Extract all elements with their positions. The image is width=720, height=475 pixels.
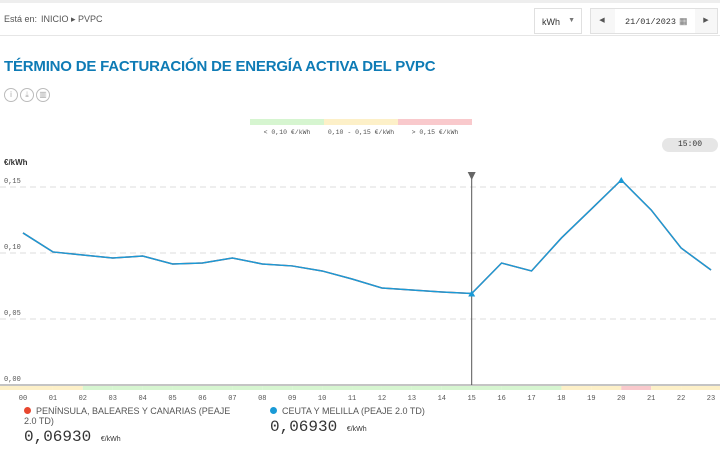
x-tick-label: 09 <box>288 395 296 400</box>
series-dot <box>24 407 31 414</box>
hour-band <box>52 386 83 390</box>
y-tick-label: 0,10 <box>4 244 21 252</box>
date-input[interactable]: 21/01/2023 <box>615 9 695 33</box>
x-tick-label: 03 <box>109 395 117 400</box>
hour-band <box>531 386 562 390</box>
x-tick-label: 05 <box>168 395 176 400</box>
info-icon[interactable]: i <box>4 88 18 102</box>
series-unit: €/kWh <box>100 436 121 443</box>
series-summary-peninsula: PENÍNSULA, BALEARES Y CANARIAS (PEAJE 2.… <box>24 406 244 446</box>
selected-time-badge: 15:00 <box>662 138 718 152</box>
hour-band <box>82 386 113 390</box>
hour-band <box>561 386 592 390</box>
chart-icon[interactable]: ▥ <box>36 88 50 102</box>
x-tick-label: 04 <box>138 395 146 400</box>
chevron-down-icon: ▼ <box>568 17 575 24</box>
top-bar: Está en: INICIO ▸ PVPC kWh ▼ ◀ 21/01/2023 … <box>0 0 720 36</box>
x-tick-label: 07 <box>228 395 236 400</box>
hour-band <box>441 386 472 390</box>
x-tick-label: 15 <box>467 395 475 400</box>
x-tick-label: 11 <box>348 395 356 400</box>
hour-band <box>621 386 652 390</box>
unit-value: kWh <box>542 17 560 27</box>
calendar-icon[interactable]: ▦ <box>679 16 688 26</box>
page-title: TÉRMINO DE FACTURACIÓN DE ENERGÍA ACTIVA… <box>4 58 436 75</box>
hour-band <box>142 386 173 390</box>
hour-band <box>112 386 143 390</box>
hour-band <box>232 386 263 390</box>
series-value: 0,06930 <box>24 428 92 446</box>
series-line-0 <box>22 178 712 295</box>
series-line-1 <box>22 178 712 295</box>
max-point <box>617 177 625 184</box>
prev-day-icon[interactable]: ◀ <box>599 17 605 24</box>
hour-band <box>292 386 323 390</box>
selected-point <box>468 290 476 297</box>
x-tick-label: 20 <box>617 395 625 400</box>
hour-band <box>501 386 532 390</box>
x-tick-label: 21 <box>647 395 655 400</box>
y-tick-label: 0,05 <box>4 310 21 318</box>
hour-band <box>711 386 720 390</box>
x-tick-label: 12 <box>378 395 386 400</box>
hour-band <box>322 386 353 390</box>
x-tick-label: 01 <box>49 395 57 400</box>
x-tick-label: 18 <box>557 395 565 400</box>
hour-band <box>202 386 233 390</box>
series-summary-ceuta: CEUTA Y MELILLA (PEAJE 2.0 TD) 0,06930 €… <box>270 406 490 436</box>
series-value: 0,06930 <box>270 418 338 436</box>
breadcrumb-prefix: Está en: <box>4 14 38 24</box>
x-tick-label: 06 <box>198 395 206 400</box>
hour-band <box>262 386 293 390</box>
y-axis-label: €/kWh <box>4 158 28 167</box>
x-tick-label: 14 <box>438 395 446 400</box>
y-tick-label: 0,15 <box>4 178 21 186</box>
hour-band <box>651 386 682 390</box>
x-tick-label: 00 <box>19 395 27 400</box>
hour-band <box>411 386 442 390</box>
price-chart[interactable]: €/kWh 0,00 0,05 0,10 0,15 00 01 02 03 04 05 06 07 08 0… <box>0 150 720 400</box>
breadcrumb: Está en: INICIO ▸ PVPC <box>4 14 107 25</box>
hour-band <box>0 386 53 390</box>
breadcrumb-path[interactable]: INICIO ▸ PVPC <box>41 14 103 24</box>
legend-low: < 0,10 €/kWh <box>250 119 324 136</box>
hour-band <box>381 386 412 390</box>
x-tick-label: 22 <box>677 395 685 400</box>
y-tick-label: 0,00 <box>4 376 21 384</box>
x-tick-label: 17 <box>527 395 535 400</box>
x-tick-label: 02 <box>79 395 87 400</box>
date-picker[interactable]: ◀ 21/01/2023 ▦ ▶ <box>590 8 718 34</box>
x-tick-label: 08 <box>258 395 266 400</box>
legend-high: > 0,15 €/kWh <box>398 119 472 136</box>
series-unit: €/kWh <box>346 426 367 433</box>
unit-select[interactable]: kWh ▼ <box>534 8 582 34</box>
x-tick-label: 23 <box>707 395 715 400</box>
crosshair-marker-icon <box>467 172 476 180</box>
x-tick-label: 13 <box>408 395 416 400</box>
legend-mid: 0,10 - 0,15 €/kWh <box>324 119 398 136</box>
download-icon[interactable]: ⤓ <box>20 88 34 102</box>
date-value: 21/01/2023 <box>625 17 677 27</box>
series-dot <box>270 407 277 414</box>
hour-band <box>471 386 502 390</box>
price-legend: < 0,10 €/kWh 0,10 - 0,15 €/kWh > 0,15 €/… <box>250 119 472 136</box>
hour-band <box>591 386 622 390</box>
series-name: CEUTA Y MELILLA (PEAJE 2.0 TD) <box>282 406 425 416</box>
x-tick-label: 10 <box>318 395 326 400</box>
hour-band <box>681 386 711 390</box>
hour-band <box>352 386 382 390</box>
next-day-icon[interactable]: ▶ <box>703 17 709 24</box>
series-name: PENÍNSULA, BALEARES Y CANARIAS (PEAJE 2.… <box>24 406 231 426</box>
x-tick-label: 19 <box>587 395 595 400</box>
x-tick-label: 16 <box>497 395 505 400</box>
hour-band <box>172 386 203 390</box>
